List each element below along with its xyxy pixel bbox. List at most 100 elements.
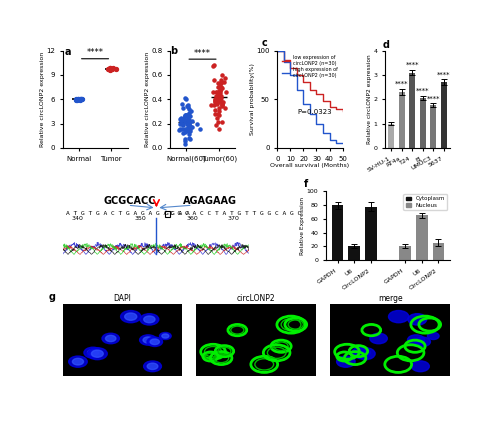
Point bbox=[216, 104, 224, 111]
Point bbox=[182, 103, 190, 110]
Bar bbox=[432, 243, 444, 260]
Point bbox=[216, 96, 224, 103]
Text: ****: **** bbox=[437, 71, 450, 77]
Point bbox=[217, 84, 225, 91]
Bar bbox=[332, 205, 344, 260]
Point bbox=[183, 111, 191, 118]
Point bbox=[182, 112, 190, 119]
Point bbox=[77, 96, 85, 103]
Point bbox=[211, 96, 219, 103]
high expression of
circLONP2 (n=30) bbox=[314, 121, 320, 126]
Point bbox=[106, 65, 114, 71]
Point bbox=[185, 118, 193, 124]
Point bbox=[181, 112, 189, 119]
Point bbox=[218, 71, 226, 78]
X-axis label: Overall survival (Months): Overall survival (Months) bbox=[270, 163, 349, 168]
Point bbox=[214, 89, 222, 96]
Point bbox=[184, 118, 192, 124]
Point bbox=[186, 123, 194, 130]
Bar bbox=[430, 106, 436, 148]
Point bbox=[218, 85, 226, 92]
Point bbox=[216, 97, 224, 104]
Point bbox=[186, 119, 194, 126]
Point bbox=[184, 119, 192, 125]
Text: d: d bbox=[382, 40, 389, 50]
Point bbox=[179, 129, 187, 136]
Point bbox=[213, 89, 221, 96]
Point bbox=[216, 87, 224, 94]
Bar bbox=[409, 73, 416, 148]
Point bbox=[186, 125, 194, 132]
Point bbox=[182, 95, 190, 102]
Point bbox=[180, 135, 188, 142]
Circle shape bbox=[352, 347, 370, 358]
Circle shape bbox=[143, 337, 154, 343]
Circle shape bbox=[336, 356, 355, 367]
Y-axis label: Relative circLONP2 expression: Relative circLONP2 expression bbox=[144, 51, 150, 147]
Point bbox=[218, 101, 226, 108]
Circle shape bbox=[147, 337, 162, 346]
Point bbox=[216, 88, 224, 95]
Text: a: a bbox=[64, 47, 70, 57]
high expression of
circLONP2 (n=30) bbox=[281, 60, 287, 65]
Circle shape bbox=[147, 363, 158, 370]
Circle shape bbox=[388, 311, 408, 323]
Point bbox=[214, 79, 222, 86]
Point bbox=[211, 98, 219, 105]
Text: C G C A C C T A T G T T G G C A G C: C G C A C C T A T G T T G G C A G C bbox=[170, 211, 302, 216]
Bar bbox=[388, 124, 394, 148]
Title: merge: merge bbox=[378, 294, 402, 303]
high expression of
circLONP2 (n=30) bbox=[274, 48, 280, 53]
high expression of
circLONP2 (n=30) bbox=[326, 138, 332, 143]
Circle shape bbox=[162, 334, 169, 338]
Point bbox=[222, 89, 230, 95]
Text: ****: **** bbox=[426, 95, 440, 101]
Point bbox=[212, 93, 220, 100]
Point bbox=[181, 113, 189, 120]
Line: high expression of
circLONP2 (n=30): high expression of circLONP2 (n=30) bbox=[278, 51, 342, 143]
Point bbox=[212, 97, 220, 103]
Point bbox=[184, 120, 192, 127]
Point bbox=[214, 95, 222, 101]
high expression of
circLONP2 (n=30) bbox=[307, 111, 313, 116]
Point bbox=[72, 95, 80, 102]
Point bbox=[186, 135, 194, 142]
Circle shape bbox=[88, 349, 99, 356]
Circle shape bbox=[415, 337, 430, 346]
Text: ****: **** bbox=[86, 48, 104, 57]
Circle shape bbox=[84, 347, 102, 358]
Point bbox=[108, 66, 116, 73]
low expression of
circLONP2 (n=30) bbox=[326, 105, 332, 110]
Point bbox=[77, 96, 85, 103]
Point bbox=[216, 95, 224, 101]
low expression of
circLONP2 (n=30) bbox=[274, 48, 280, 53]
Point bbox=[178, 126, 186, 133]
Point bbox=[218, 100, 226, 107]
Point bbox=[182, 141, 190, 148]
Point bbox=[212, 122, 220, 129]
Circle shape bbox=[412, 361, 430, 372]
Point bbox=[216, 79, 224, 86]
Text: g: g bbox=[48, 292, 55, 302]
Circle shape bbox=[102, 333, 120, 344]
Point bbox=[216, 81, 224, 87]
Point bbox=[218, 100, 226, 107]
Point bbox=[184, 128, 192, 135]
Point bbox=[182, 119, 190, 125]
Point bbox=[212, 88, 220, 95]
Point bbox=[220, 105, 228, 111]
low expression of
circLONP2 (n=30) bbox=[320, 99, 326, 104]
low expression of
circLONP2 (n=30) bbox=[294, 73, 300, 78]
Point bbox=[212, 110, 220, 117]
Circle shape bbox=[356, 348, 375, 360]
Point bbox=[76, 96, 84, 103]
Point bbox=[214, 91, 222, 98]
Point bbox=[209, 62, 217, 69]
Point bbox=[218, 98, 226, 105]
Point bbox=[187, 108, 195, 114]
Point bbox=[184, 124, 192, 131]
Text: c: c bbox=[262, 38, 268, 48]
Point bbox=[218, 102, 226, 109]
Point bbox=[177, 115, 185, 122]
Circle shape bbox=[160, 333, 171, 340]
